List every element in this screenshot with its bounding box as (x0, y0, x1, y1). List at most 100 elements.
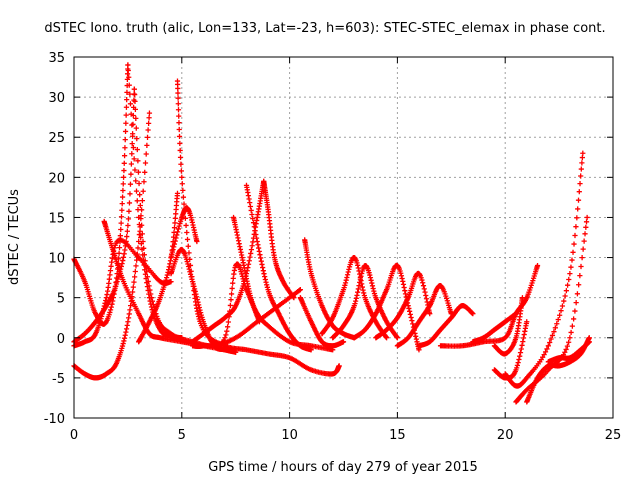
data-point (120, 257, 126, 264)
data-point (247, 203, 254, 210)
data-point (171, 244, 177, 250)
data-point (580, 150, 586, 156)
data-point (175, 101, 181, 107)
data-point (245, 261, 252, 267)
data-point (134, 136, 140, 142)
data-point (360, 287, 366, 293)
x-tick-label: 10 (281, 428, 298, 443)
series-30 (513, 214, 590, 405)
grid (74, 57, 613, 418)
data-point (137, 202, 143, 209)
data-point (398, 273, 405, 279)
data-point (248, 250, 254, 257)
data-point (242, 276, 248, 282)
data-point (514, 362, 521, 369)
data-point (130, 121, 136, 127)
data-point (123, 120, 129, 126)
data-point (228, 291, 235, 297)
data-point (243, 271, 250, 277)
data-point (558, 308, 564, 314)
data-point (557, 312, 563, 318)
data-point (551, 329, 557, 335)
data-point (124, 97, 130, 103)
data-point (116, 250, 122, 256)
data-point (129, 122, 135, 128)
data-point (243, 273, 249, 279)
data-point (517, 350, 524, 356)
data-point (126, 311, 132, 317)
data-point (127, 307, 133, 313)
data-point (223, 332, 229, 338)
data-point (99, 313, 105, 319)
data-point (129, 141, 135, 147)
data-point (130, 131, 136, 137)
data-point (176, 113, 182, 119)
data-point (520, 335, 527, 341)
data-point (196, 302, 202, 308)
data-point (371, 288, 377, 294)
data-point (120, 340, 126, 347)
data-point (255, 242, 261, 248)
data-point (423, 296, 430, 302)
data-point (118, 226, 124, 233)
data-point (182, 215, 188, 221)
data-point (355, 262, 361, 268)
data-point (230, 280, 236, 286)
data-point (187, 269, 193, 275)
data-point (554, 321, 560, 327)
data-point (136, 238, 142, 245)
data-point (175, 226, 181, 232)
data-point (573, 224, 579, 230)
data-point (529, 280, 535, 286)
data-point (172, 220, 178, 226)
data-point (144, 134, 151, 140)
axis-ticks: 0 5 10 15 20 25 -10 -5 0 5 10 15 20 25 30 35 (44, 51, 622, 443)
data-point (184, 258, 190, 265)
data-point (258, 258, 264, 264)
data-point (524, 319, 530, 325)
data-point (139, 231, 145, 237)
data-point (419, 277, 425, 283)
data-point (186, 266, 192, 272)
data-point (172, 238, 178, 244)
data-point (569, 323, 575, 329)
series-14 (189, 178, 267, 345)
data-point (342, 280, 349, 286)
data-point (180, 194, 187, 200)
data-point (142, 169, 148, 175)
data-point (571, 241, 577, 247)
data-point (250, 239, 256, 245)
data-point (571, 316, 577, 322)
x-tick-label: 0 (70, 428, 78, 443)
data-point (407, 311, 413, 317)
data-point (186, 250, 192, 256)
data-point (144, 142, 150, 149)
data-point (247, 200, 253, 206)
data-point (224, 328, 230, 334)
data-point (423, 292, 429, 299)
data-point (121, 167, 127, 174)
data-point (133, 125, 139, 131)
data-point (357, 276, 363, 282)
data-point (573, 300, 579, 306)
data-point (344, 274, 350, 281)
data-point (340, 339, 347, 345)
data-point (124, 71, 131, 77)
data-point (136, 180, 142, 187)
data-point (534, 262, 541, 269)
data-point (135, 245, 141, 251)
data-point (568, 264, 574, 270)
data-point (519, 342, 525, 348)
data-point (528, 282, 534, 288)
data-point (133, 263, 139, 269)
data-point (408, 314, 414, 321)
series-19 (319, 254, 390, 341)
data-point (263, 279, 269, 285)
data-point (133, 188, 140, 194)
x-tick-label: 15 (389, 428, 406, 443)
data-point (125, 319, 131, 325)
data-point (175, 229, 181, 235)
data-point (149, 298, 156, 304)
data-point (188, 274, 194, 280)
